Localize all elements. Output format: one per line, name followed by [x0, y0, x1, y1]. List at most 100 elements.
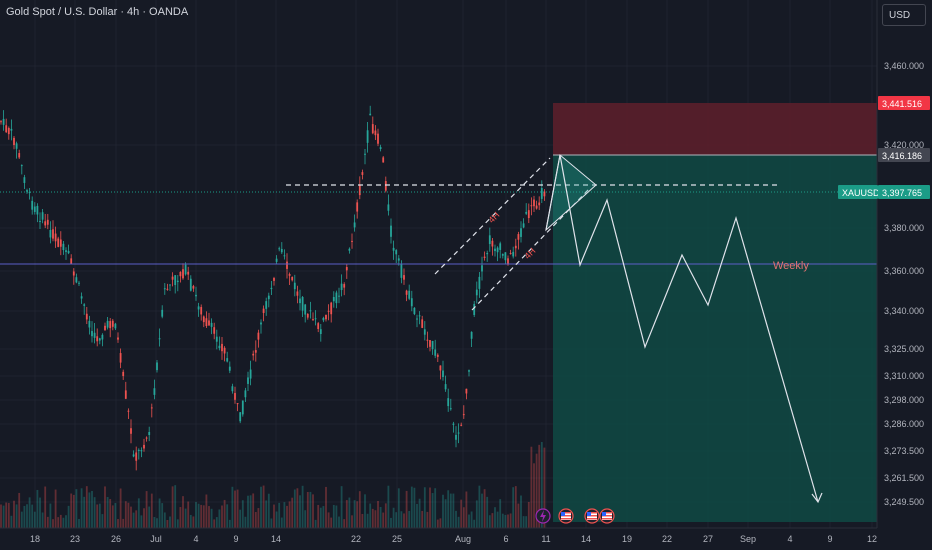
volume-bar	[543, 447, 546, 528]
price-tick-label: 3,460.000	[884, 61, 924, 71]
candle-body	[156, 362, 158, 371]
candle-body	[340, 283, 343, 291]
volume-bar	[174, 485, 177, 528]
candle-body	[442, 370, 444, 378]
volume-bar	[135, 510, 138, 528]
candle-body	[436, 354, 439, 357]
candle-body	[538, 202, 541, 206]
candle-body	[143, 444, 145, 449]
volume-bar	[239, 509, 242, 528]
price-tick-label: 3,249.500	[884, 497, 924, 507]
candle-body	[176, 280, 179, 283]
candle-body	[67, 250, 70, 254]
candle-body	[2, 118, 5, 125]
candle-body	[96, 336, 99, 342]
candle-body	[304, 304, 307, 315]
currency-button[interactable]: USD	[882, 4, 926, 26]
volume-bar	[270, 518, 273, 528]
symbol-price-tag: XAUUSD 3,397.765	[838, 185, 930, 199]
candle-body	[439, 365, 442, 371]
candle-body	[275, 258, 278, 262]
candle-body	[392, 247, 395, 251]
candle-body	[234, 393, 236, 400]
candle-body	[486, 253, 489, 255]
candle-body	[501, 254, 504, 256]
volume-bar	[416, 503, 418, 528]
candle-body	[252, 353, 255, 356]
candle-body	[163, 288, 166, 290]
candle-body	[465, 388, 468, 394]
candle-body	[400, 264, 403, 278]
candle-body	[132, 454, 135, 457]
volume-bar	[101, 514, 104, 528]
volume-bar	[369, 503, 372, 528]
volume-bar	[481, 493, 483, 528]
candle-body	[189, 278, 192, 291]
volume-bar	[124, 501, 127, 528]
volume-bar	[23, 505, 26, 528]
candle-body	[161, 309, 164, 317]
candle-body	[88, 320, 91, 328]
volume-bar	[67, 505, 70, 528]
candle-body	[137, 449, 140, 451]
candle-body	[192, 286, 195, 289]
candle-body	[525, 211, 528, 214]
volume-bar	[418, 498, 421, 528]
channel-label-lower: 4H	[522, 246, 537, 261]
time-axis[interactable]	[0, 527, 932, 550]
candle-body	[197, 306, 200, 310]
volume-bar	[488, 515, 491, 528]
candle-body	[364, 153, 366, 155]
volume-bar	[49, 503, 52, 528]
us-flag-icon[interactable]	[558, 508, 574, 524]
candle-body	[429, 340, 431, 347]
volume-bar	[2, 505, 5, 528]
volume-bar	[145, 491, 148, 528]
candle-body	[93, 332, 96, 338]
event-markers[interactable]	[535, 508, 615, 524]
volume-bar	[44, 486, 47, 528]
volume-bar	[514, 486, 517, 528]
volume-bar	[117, 519, 119, 528]
candle-body	[358, 185, 361, 196]
volume-bar	[127, 502, 130, 528]
volume-bar	[70, 493, 73, 528]
volume-bar	[179, 507, 182, 528]
us-flag-icon[interactable]	[584, 508, 600, 524]
candle-body	[390, 225, 392, 237]
time-tick-label: 25	[392, 534, 402, 544]
volume-bar	[150, 493, 153, 528]
price-tick-label: 3,273.500	[884, 446, 924, 456]
candle-body	[416, 318, 418, 320]
position-zones	[553, 103, 877, 522]
volume-bar	[5, 502, 8, 528]
volume-bar	[52, 519, 54, 528]
candle-body	[488, 235, 491, 245]
candle-body	[470, 331, 473, 339]
time-tick-label: 9	[233, 534, 238, 544]
candle-body	[241, 400, 244, 415]
volume-bar	[447, 490, 450, 528]
candle-body	[507, 258, 509, 265]
candle-body	[327, 310, 330, 312]
price-axis[interactable]	[876, 0, 932, 528]
volume-bar	[83, 496, 86, 528]
volume-bar	[161, 503, 164, 528]
candle-body	[148, 431, 151, 436]
volume-bar	[267, 493, 270, 528]
candle-body	[408, 290, 411, 299]
candle-body	[265, 301, 268, 309]
volume-bar	[85, 486, 88, 528]
volume-bar	[231, 486, 234, 528]
volume-bar	[265, 500, 268, 528]
price-axis-ticks: 3,460.000 3,420.000 3,380.000 3,360.000 3,34…	[884, 61, 924, 507]
lightning-icon[interactable]	[535, 508, 551, 524]
candle-body	[52, 229, 54, 239]
candle-body	[462, 414, 465, 416]
time-tick-label: 19	[622, 534, 632, 544]
candle-body	[509, 253, 512, 255]
volume-bar	[57, 517, 60, 528]
us-flag-icon[interactable]	[599, 508, 615, 524]
volume-bar	[405, 490, 408, 528]
